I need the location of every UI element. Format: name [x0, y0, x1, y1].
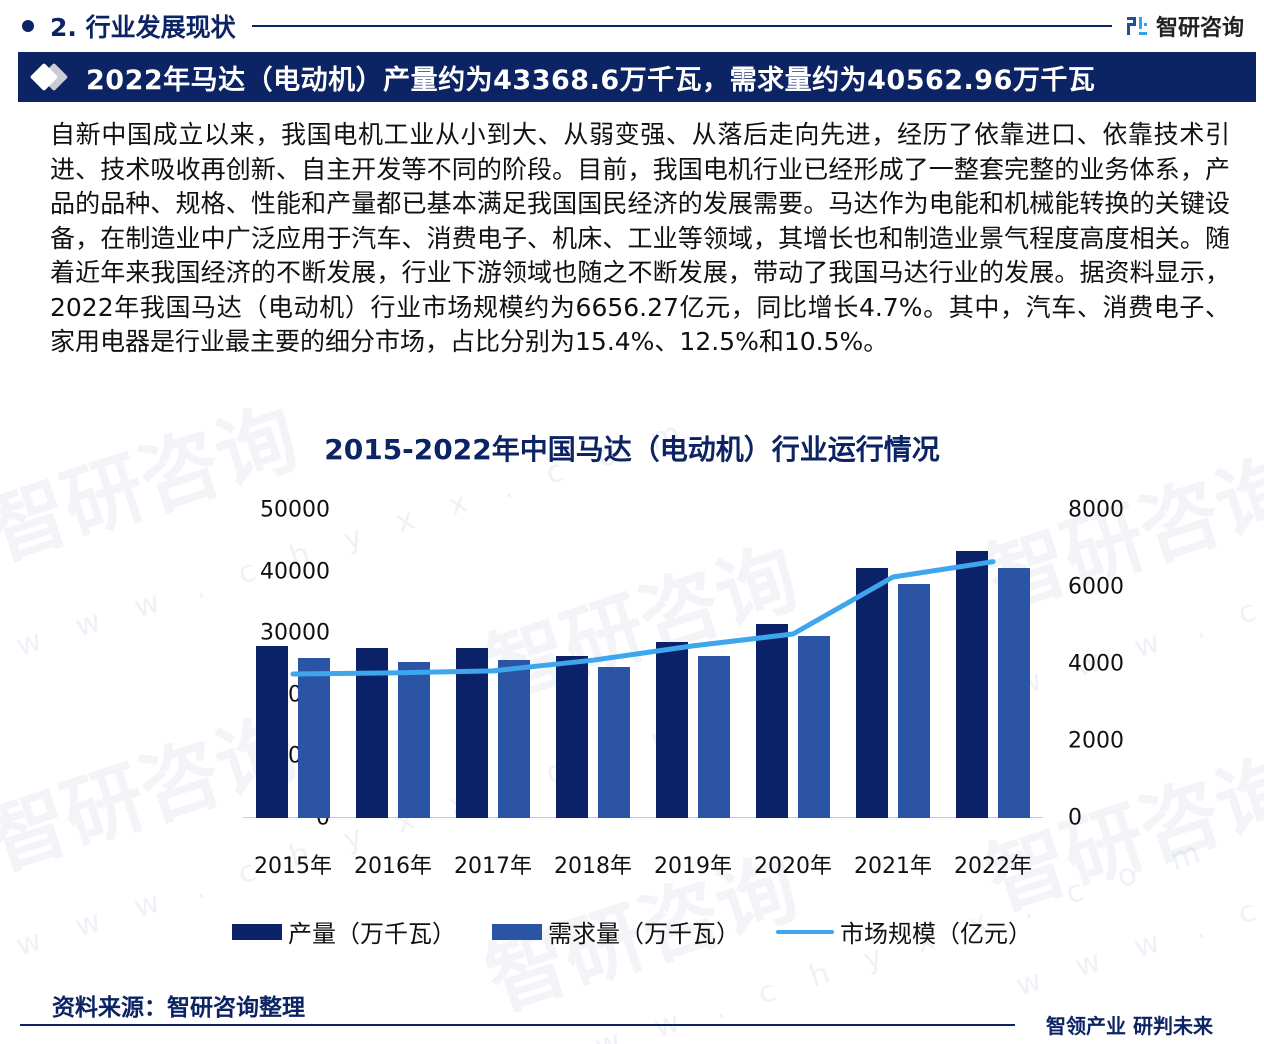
legend-label: 市场规模（亿元） [840, 920, 1032, 948]
y-tick: 30000 [260, 620, 330, 646]
demand-bar [398, 662, 430, 818]
diamond-icon [29, 62, 76, 92]
y-tick: 8000 [1068, 497, 1124, 523]
demand-bar [298, 657, 330, 818]
x-tick: 2019年 [654, 854, 732, 879]
y-tick: 2000 [1068, 728, 1124, 754]
production-bar [756, 623, 788, 818]
x-tick: 2015年 [254, 854, 332, 879]
y-tick: 0 [1068, 805, 1082, 831]
x-tick: 2022年 [954, 854, 1032, 879]
source-note: 资料来源：智研咨询整理 [52, 995, 305, 1021]
slogan: 智领产业 研判未来 [1046, 1014, 1213, 1038]
legend-item-market-size: 市场规模（亿元） [776, 914, 1032, 949]
plot-area [243, 510, 1043, 818]
y-tick: 6000 [1068, 574, 1124, 600]
production-bar [556, 656, 588, 818]
y-tick: 4000 [1068, 651, 1124, 677]
demand-bar [498, 659, 530, 818]
bullet-dot-icon [22, 20, 34, 32]
right-y-axis: 8000 6000 4000 2000 0 [1068, 498, 1138, 831]
production-bar [856, 567, 888, 818]
section-title: 2. 行业发展现状 [50, 13, 236, 42]
left-y-axis: 50000 40000 30000 20000 10000 0 [100, 498, 330, 831]
x-tick: 2020年 [754, 854, 832, 879]
production-bar [256, 646, 288, 818]
legend-swatch [232, 923, 282, 940]
brand: 智研咨询 [1126, 10, 1244, 42]
y-tick: 40000 [260, 559, 330, 585]
headline-banner: 2022年马达（电动机）产量约为43368.6万千瓦，需求量约为40562.96… [18, 52, 1256, 102]
production-bar [356, 647, 388, 818]
demand-bar [798, 636, 830, 818]
footer-divider [20, 1024, 1015, 1026]
legend-swatch [492, 923, 542, 940]
legend-label: 产量（万千瓦） [288, 920, 456, 948]
divider [251, 25, 1112, 27]
legend-swatch [776, 929, 834, 934]
production-bar [456, 647, 488, 818]
section-header: 2. 行业发展现状 智研咨询 [18, 8, 1258, 44]
legend-item-production: 产量（万千瓦） [232, 914, 456, 949]
legend-item-demand: 需求量（万千瓦） [492, 914, 740, 949]
demand-bar [998, 568, 1030, 818]
body-paragraph: 自新中国成立以来，我国电机工业从小到大、从弱变强、从落后走向先进，经历了依靠进口… [50, 120, 1230, 356]
production-bar [956, 550, 988, 818]
demand-bar [898, 583, 930, 818]
y-tick: 50000 [260, 497, 330, 523]
demand-bar [698, 656, 730, 818]
x-tick: 2017年 [454, 854, 532, 879]
x-axis: 2015年 2016年 2017年 2018年 2019年 2020年 2021年 2022年 [243, 848, 1043, 879]
brand-logo-icon [1126, 17, 1147, 35]
production-bar [656, 641, 688, 818]
market-size-line [290, 559, 996, 677]
legend-label: 需求量（万千瓦） [548, 920, 740, 948]
brand-name: 智研咨询 [1155, 16, 1244, 41]
demand-bar [598, 667, 630, 818]
x-tick: 2021年 [854, 854, 932, 879]
chart-title: 2015-2022年中国马达（电动机）行业运行情况 [324, 433, 940, 466]
headline-title: 2022年马达（电动机）产量约为43368.6万千瓦，需求量约为40562.96… [86, 64, 1096, 96]
chart-legend: 产量（万千瓦） 需求量（万千瓦） 市场规模（亿元） [0, 914, 1264, 949]
x-tick: 2016年 [354, 854, 432, 879]
x-tick: 2018年 [554, 854, 632, 879]
x-axis-line [243, 817, 1043, 818]
